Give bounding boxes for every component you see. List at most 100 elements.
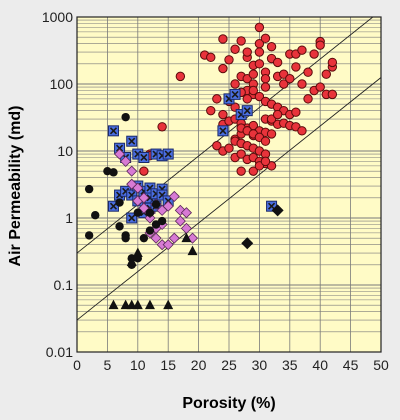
y-tick-label: 0.1 (54, 277, 74, 293)
data-point-circle-black (157, 216, 167, 226)
data-point-circle-red (248, 69, 259, 79)
data-point-circle-red (139, 166, 149, 176)
data-point-circle-red (212, 94, 222, 104)
data-point-circle-red (242, 94, 252, 104)
data-point-square-blue (126, 212, 138, 224)
data-point-square-blue (107, 125, 119, 137)
plot-frame (76, 16, 382, 353)
data-point-circle-red (254, 59, 265, 69)
data-point-circle-red (297, 79, 307, 89)
y-tick-label: 0.01 (46, 344, 73, 360)
x-tick-label: 15 (160, 357, 176, 373)
data-point-circle-red (230, 79, 240, 89)
data-point-diamond-pink (150, 232, 162, 244)
data-point-circle-red (236, 149, 246, 159)
data-point-square-blue (266, 200, 278, 212)
data-point-circle-red (224, 143, 234, 153)
data-point-circle-red (291, 62, 301, 72)
data-point-circle-red (266, 42, 277, 52)
x-axis-label: Porosity (%) (182, 395, 275, 412)
data-point-circle-red (303, 67, 313, 77)
data-point-circle-red (303, 94, 313, 104)
data-point-circle-red (272, 109, 283, 120)
data-point-square-blue (162, 148, 174, 160)
data-point-diamond-pink (126, 165, 138, 177)
data-point-circle-red (236, 166, 246, 176)
data-point-circle-red (260, 136, 271, 146)
data-point-circle-red (260, 33, 271, 44)
data-point-diamond-pink (180, 207, 193, 219)
data-point-diamond-pink (162, 239, 174, 251)
data-point-diamond-black (241, 237, 254, 250)
data-point-circle-red (218, 63, 228, 74)
y-tick-label: 100 (50, 76, 74, 92)
y-tick-label: 1000 (42, 9, 73, 25)
data-point-circle-black (145, 208, 155, 217)
data-point-diamond-pink (174, 215, 186, 227)
data-point-circle-black (84, 184, 94, 194)
x-tick-label: 10 (130, 357, 146, 373)
y-axis-label: Air Permeability (md) (7, 106, 24, 267)
data-point-circle-red (260, 156, 271, 167)
data-point-circle-black (115, 222, 124, 231)
data-point-triangle-black (108, 299, 119, 310)
data-point-square-blue (126, 135, 138, 147)
data-point-circle-red (242, 47, 252, 57)
data-point-circle-red (157, 122, 167, 132)
data-point-circle-red (266, 129, 277, 139)
data-point-diamond-pink (168, 232, 180, 244)
data-point-circle-red (175, 71, 186, 82)
data-point-circle-red (272, 57, 283, 68)
data-point-circle-red (230, 44, 240, 54)
x-tick-label: 5 (104, 357, 112, 373)
data-point-circle-red (236, 36, 246, 46)
data-point-circle-black (151, 200, 161, 209)
data-point-circle-red (254, 91, 265, 102)
data-point-circle-black (139, 233, 149, 243)
data-point-circle-red (291, 107, 301, 117)
data-point-circle-red (327, 57, 338, 68)
data-point-triangle-black (132, 247, 143, 258)
data-point-diamond-pink (120, 155, 132, 167)
data-point-circle-red (315, 40, 325, 50)
data-point-square-blue (138, 151, 150, 163)
data-point-circle-red (254, 47, 265, 57)
data-point-circle-black (115, 198, 124, 207)
data-points (84, 22, 338, 310)
data-point-triangle-black (144, 299, 155, 310)
data-point-circle-red (297, 126, 307, 136)
data-point-diamond-pink (168, 190, 180, 202)
data-point-circle-red (212, 140, 222, 151)
data-point-square-blue (217, 125, 229, 137)
data-point-circle-black (121, 233, 130, 243)
x-tick-label: 50 (373, 357, 389, 373)
x-tick-label: 35 (282, 357, 298, 373)
data-point-circle-red (254, 22, 265, 33)
data-point-circle-red (315, 82, 325, 92)
data-point-circle-red (248, 166, 259, 176)
data-point-circle-red (309, 49, 319, 59)
data-point-circle-red (260, 73, 271, 84)
x-tick-label: 25 (221, 357, 237, 373)
x-tick-label: 30 (252, 357, 268, 373)
data-point-circle-red (248, 85, 259, 96)
data-point-circle-black (121, 112, 130, 122)
data-point-circle-red (206, 105, 216, 116)
data-point-circle-black (109, 168, 118, 177)
data-point-diamond-pink (132, 182, 144, 194)
y-tick-label: 1 (65, 210, 73, 226)
data-point-circle-red (327, 89, 338, 100)
x-tick-label: 40 (312, 357, 328, 373)
axes: 0 5 10 15 20 25 30 35 40 45 50 0.01 0.1 1 10 100 1000 (42, 9, 389, 373)
data-point-diamond-pink (138, 192, 150, 204)
x-tick-label: 20 (191, 357, 207, 373)
data-point-circle-black (133, 208, 142, 217)
data-point-diamond-black (271, 204, 284, 217)
data-point-circle-black (145, 226, 155, 235)
data-point-square-blue (241, 105, 253, 117)
data-point-circle-red (260, 82, 271, 92)
data-point-circle-red (224, 55, 234, 65)
data-point-square-blue (126, 189, 138, 201)
